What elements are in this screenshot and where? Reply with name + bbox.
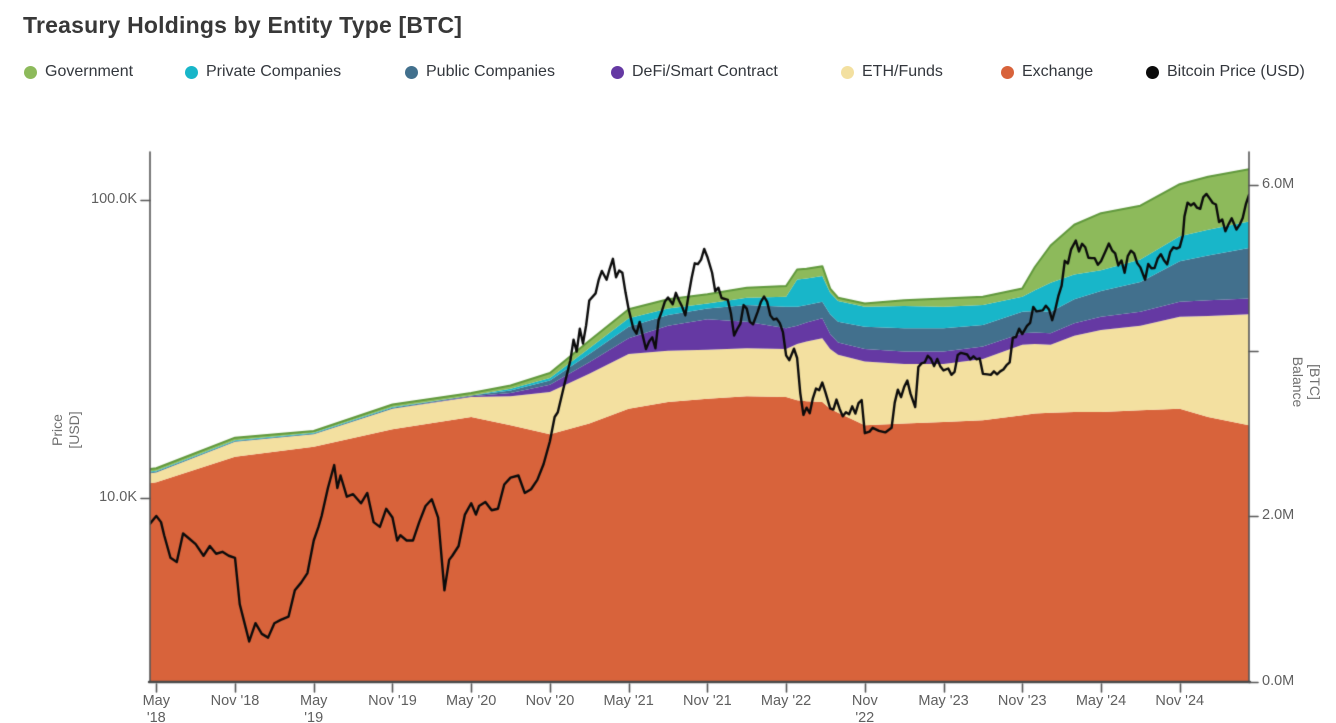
x-tick-label: May '22 bbox=[760, 693, 812, 709]
legend: Government Private Companies Public Compan… bbox=[0, 63, 1336, 85]
left-axis-title-line2: [USD] bbox=[66, 411, 82, 449]
x-tick-label: Nov '24 bbox=[1155, 693, 1205, 709]
legend-item-label: ETH/Funds bbox=[862, 63, 943, 80]
x-tick-label: May '18 bbox=[142, 693, 170, 723]
page-title: Treasury Holdings by Entity Type [BTC] bbox=[23, 12, 463, 38]
x-tick-label: Nov '18 bbox=[210, 693, 260, 709]
legend-dot-icon bbox=[24, 65, 37, 79]
x-tick-label: Nov '19 bbox=[368, 693, 417, 709]
right-axis-title-line1: Balance bbox=[1290, 356, 1306, 408]
legend-item-government[interactable]: Government bbox=[24, 63, 133, 81]
legend-item-defi-smart-contract[interactable]: DeFi/Smart Contract bbox=[611, 63, 778, 81]
y-right-tick-label: 6.0M bbox=[1262, 176, 1295, 192]
x-tick-label: May '19 bbox=[300, 693, 328, 723]
x-tick-label: May '21 bbox=[603, 693, 654, 709]
y-left-tick-label: 10.0K bbox=[99, 489, 137, 505]
legend-dot-icon bbox=[185, 65, 198, 79]
legend-dot-icon bbox=[611, 65, 624, 79]
x-tick-label: Nov '21 bbox=[683, 693, 732, 709]
legend-dot-icon bbox=[405, 65, 418, 79]
legend-item-label: Exchange bbox=[1022, 63, 1094, 80]
legend-item-label: Public Companies bbox=[426, 63, 555, 80]
legend-item-bitcoin-price-usd-[interactable]: Bitcoin Price (USD) bbox=[1146, 63, 1305, 81]
x-tick-label: Nov '23 bbox=[997, 693, 1047, 709]
y-left-tick-label: 100.0K bbox=[91, 191, 137, 207]
legend-item-private-companies[interactable]: Private Companies bbox=[185, 63, 341, 81]
x-tick-label: May '20 bbox=[446, 693, 497, 709]
left-axis-title-line1: Price bbox=[49, 414, 65, 446]
legend-dot-icon bbox=[1001, 65, 1014, 79]
legend-dot-icon bbox=[1146, 65, 1159, 79]
legend-item-public-companies[interactable]: Public Companies bbox=[405, 63, 555, 81]
y-right-tick-label: 0.0M bbox=[1262, 673, 1295, 689]
legend-item-exchange[interactable]: Exchange bbox=[1001, 63, 1093, 81]
legend-item-eth-funds[interactable]: ETH/Funds bbox=[841, 63, 943, 81]
x-tick-label: Nov '20 bbox=[525, 693, 575, 709]
legend-item-label: Private Companies bbox=[206, 63, 342, 80]
right-axis-title-line2: [BTC] bbox=[1307, 364, 1323, 400]
x-tick-label: Nov '22 bbox=[851, 693, 878, 723]
y-right-tick-label: 2.0M bbox=[1262, 507, 1295, 524]
legend-item-label: Government bbox=[45, 63, 134, 80]
x-tick-label: May '24 bbox=[1075, 693, 1127, 709]
legend-dot-icon bbox=[841, 65, 854, 79]
legend-item-label: Bitcoin Price (USD) bbox=[1167, 63, 1305, 80]
legend-item-label: DeFi/Smart Contract bbox=[632, 63, 778, 80]
x-tick-label: May '23 bbox=[918, 693, 969, 709]
